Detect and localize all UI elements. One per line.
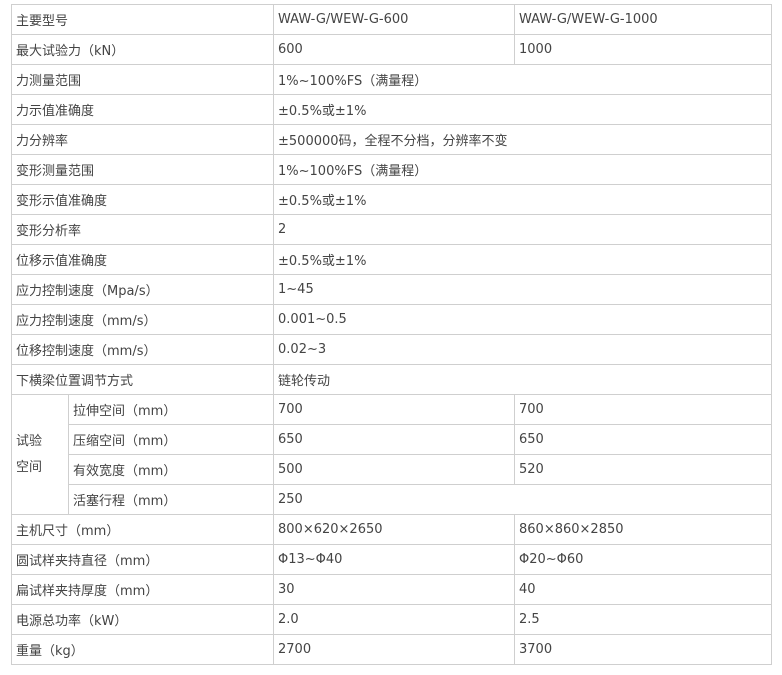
- value-model-600: 700: [273, 394, 516, 425]
- row-label: 力分辨率: [10, 124, 275, 155]
- row-label: 力测量范围: [10, 64, 275, 95]
- table-row: 压缩空间（mm） 650 650: [12, 424, 773, 455]
- table-row: 扁试样夹持厚度（mm） 30 40: [10, 574, 773, 605]
- row-value: ±0.5%或±1%: [273, 184, 773, 215]
- row-label: 有效宽度（mm）: [67, 454, 275, 485]
- row-value: 1~45: [273, 274, 773, 305]
- table-row: 活塞行程（mm） 250: [12, 484, 773, 515]
- group-label-line2: 空间: [16, 459, 43, 475]
- table-row: 圆试样夹持直径（mm） Φ13~Φ40 Φ20~Φ60: [10, 544, 773, 575]
- table-row: 重量（kg） 2700 3700: [10, 634, 773, 665]
- row-label: 重量（kg）: [10, 634, 275, 665]
- row-value: 1%~100%FS（满量程）: [273, 154, 773, 185]
- value-model-1000: 3700: [514, 634, 773, 665]
- value-model-1000: WAW-G/WEW-G-1000: [514, 4, 773, 35]
- value-model-1000: 40: [514, 574, 773, 605]
- value-model-600: 600: [273, 34, 516, 65]
- row-label: 压缩空间（mm）: [67, 424, 275, 455]
- row-value: 1%~100%FS（满量程）: [273, 64, 773, 95]
- table-row: 应力控制速度（mm/s） 0.001~0.5: [10, 304, 773, 335]
- row-value: 0.02~3: [273, 334, 773, 365]
- row-value: ±0.5%或±1%: [273, 244, 773, 275]
- row-label: 位移示值准确度: [10, 244, 275, 275]
- value-model-600: WAW-G/WEW-G-600: [273, 4, 516, 35]
- table-row: 试验 空间 拉伸空间（mm） 700 700: [11, 394, 773, 515]
- value-model-1000: 860×860×2850: [514, 514, 773, 545]
- table-row: 位移控制速度（mm/s） 0.02~3: [10, 334, 773, 365]
- row-label: 变形测量范围: [10, 154, 275, 185]
- table-row: 位移示值准确度 ±0.5%或±1%: [10, 244, 773, 275]
- group-label-line1: 试验: [16, 433, 43, 449]
- row-label: 圆试样夹持直径（mm）: [10, 544, 275, 575]
- row-label: 活塞行程（mm）: [67, 484, 275, 515]
- row-value: 250: [273, 484, 773, 515]
- row-label: 主要型号: [10, 4, 275, 35]
- value-model-600: 2.0: [273, 604, 516, 635]
- table-row: 力测量范围 1%~100%FS（满量程）: [10, 64, 773, 95]
- row-label: 变形分析率: [10, 214, 275, 245]
- row-label: 扁试样夹持厚度（mm）: [10, 574, 275, 605]
- value-model-1000: 2.5: [514, 604, 773, 635]
- table-row: 下横梁位置调节方式 链轮传动: [10, 364, 773, 395]
- table-row: 主要型号 WAW-G/WEW-G-600 WAW-G/WEW-G-1000: [10, 4, 773, 35]
- value-model-600: 650: [273, 424, 516, 455]
- value-model-600: 800×620×2650: [273, 514, 516, 545]
- row-value: 0.001~0.5: [273, 304, 773, 335]
- value-model-1000: 1000: [514, 34, 773, 65]
- value-model-1000: Φ20~Φ60: [514, 544, 773, 575]
- value-model-600: Φ13~Φ40: [273, 544, 516, 575]
- row-value: 链轮传动: [273, 364, 773, 395]
- value-model-1000: 650: [514, 424, 773, 455]
- table-row: 变形分析率 2: [10, 214, 773, 245]
- value-model-600: 500: [273, 454, 516, 485]
- table-row: 应力控制速度（Mpa/s） 1~45: [10, 274, 773, 305]
- row-value: 2: [273, 214, 773, 245]
- value-model-600: 2700: [273, 634, 516, 665]
- row-label: 电源总功率（kW）: [10, 604, 275, 635]
- row-value: ±500000码，全程不分档，分辨率不变: [273, 124, 773, 155]
- table-row: 力分辨率 ±500000码，全程不分档，分辨率不变: [10, 124, 773, 155]
- table-row: 最大试验力（kN） 600 1000: [10, 34, 773, 65]
- row-value: ±0.5%或±1%: [273, 94, 773, 125]
- row-label: 下横梁位置调节方式: [10, 364, 275, 395]
- row-label: 应力控制速度（Mpa/s）: [10, 274, 275, 305]
- table-row: 变形测量范围 1%~100%FS（满量程）: [10, 154, 773, 185]
- row-label: 最大试验力（kN）: [10, 34, 275, 65]
- row-label: 主机尺寸（mm）: [10, 514, 275, 545]
- test-space-group-label: 试验 空间: [11, 394, 69, 515]
- value-model-1000: 520: [514, 454, 773, 485]
- spec-table: 主要型号 WAW-G/WEW-G-600 WAW-G/WEW-G-1000 最大试验力…: [10, 4, 773, 665]
- row-label: 拉伸空间（mm）: [67, 394, 275, 425]
- row-label: 应力控制速度（mm/s）: [10, 304, 275, 335]
- table-row: 电源总功率（kW） 2.0 2.5: [10, 604, 773, 635]
- row-label: 变形示值准确度: [10, 184, 275, 215]
- table-row: 变形示值准确度 ±0.5%或±1%: [10, 184, 773, 215]
- table-row: 主机尺寸（mm） 800×620×2650 860×860×2850: [10, 514, 773, 545]
- table-row: 力示值准确度 ±0.5%或±1%: [10, 94, 773, 125]
- row-label: 力示值准确度: [10, 94, 275, 125]
- table-row: 有效宽度（mm） 500 520: [12, 454, 773, 485]
- value-model-1000: 700: [514, 394, 773, 425]
- value-model-600: 30: [273, 574, 516, 605]
- row-label: 位移控制速度（mm/s）: [10, 334, 275, 365]
